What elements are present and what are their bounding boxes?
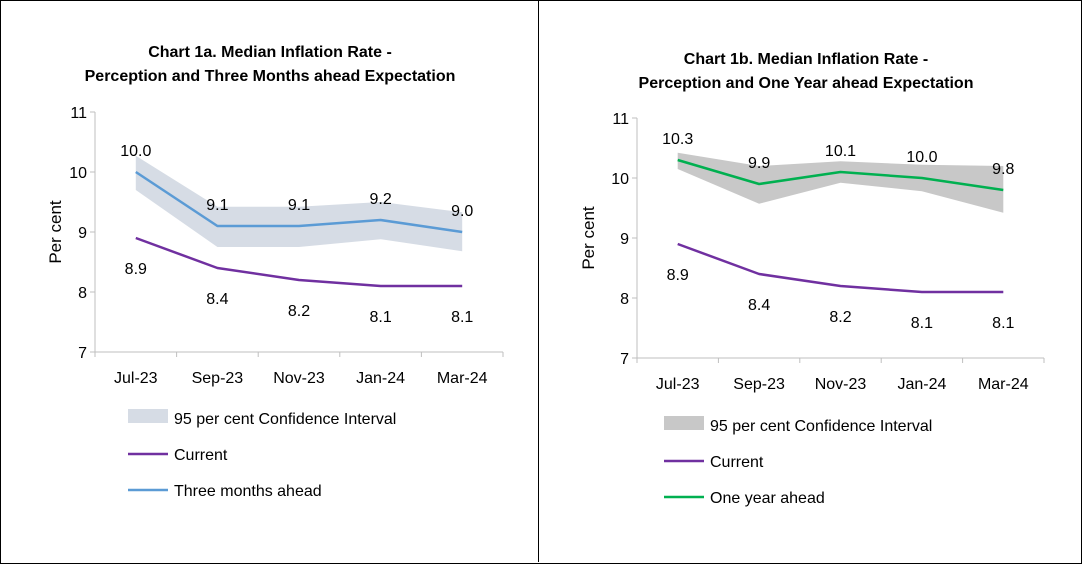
chart-1b-legend-label: One year ahead [710, 490, 825, 507]
chart-1b-x-tick-label: Nov-23 [815, 376, 867, 393]
chart-1b-x-tick-label: Jan-24 [897, 376, 946, 393]
chart-1b-data-label: 8.1 [992, 315, 1014, 332]
chart-1a-data-label: 10.0 [120, 143, 151, 160]
chart-1a-confidence-band [135, 155, 463, 252]
chart-1a-data-label: 8.1 [451, 309, 473, 326]
chart-1b-y-tick-label: 7 [620, 351, 629, 368]
chart-1a-y-tick-label: 7 [78, 345, 87, 362]
chart-1a-subtitle: Perception and Three Months ahead Expect… [85, 68, 456, 85]
chart-1b-data-label: 8.2 [829, 309, 851, 326]
chart-1b-series-line-current [677, 242, 1004, 294]
chart-1b-confidence-band [677, 152, 1004, 213]
chart-1a-title: Chart 1a. Median Inflation Rate - [148, 44, 392, 61]
chart-1a-y-tick-label: 11 [70, 105, 87, 122]
chart-1b-data-label: 10.1 [825, 143, 856, 160]
chart-1b-x-tick-label: Sep-23 [733, 376, 785, 393]
chart-1b-y-tick-label: 9 [620, 231, 629, 248]
chart-1a-legend-band-label: 95 per cent Confidence Interval [174, 411, 396, 428]
chart-1b-data-label: 8.4 [748, 297, 770, 314]
chart-1a-data-label: 9.1 [206, 197, 228, 214]
chart-1a-data-label: 8.1 [369, 309, 391, 326]
chart-1a-data-label: 8.4 [206, 291, 228, 308]
chart-1b-data-label: 9.8 [992, 161, 1014, 178]
chart-1b-x-tick-label: Mar-24 [978, 376, 1029, 393]
chart-1b-data-label: 10.3 [662, 131, 693, 148]
chart-1a-data-label: 9.0 [451, 203, 473, 220]
chart-1a-legend-label: Current [174, 447, 228, 464]
chart-1b-legend-label: Current [710, 454, 764, 471]
chart-1a-x-tick-label: Jul-23 [114, 370, 158, 387]
chart-1b-legend-band-swatch [664, 416, 704, 430]
chart-1b-data-label: 9.9 [748, 155, 770, 172]
chart-1b-data-label: 8.1 [911, 315, 933, 332]
chart-1a-data-label: 9.1 [288, 197, 310, 214]
chart-1a-x-tick-label: Nov-23 [273, 370, 325, 387]
chart-1b-y-tick-label: 8 [620, 291, 629, 308]
chart-1a-y-tick-label: 10 [69, 165, 87, 182]
chart-1a-data-label: 8.2 [288, 303, 310, 320]
chart-1b-y-tick-label: 10 [611, 171, 629, 188]
chart-1b-legend-band-label: 95 per cent Confidence Interval [710, 418, 932, 435]
chart-1b-subtitle: Perception and One Year ahead Expectatio… [639, 75, 974, 92]
chart-1b-y-axis-label: Per cent [579, 206, 598, 270]
chart-1a-series-line-expectation [135, 170, 463, 234]
chart-1a-y-tick-label: 9 [78, 225, 87, 242]
chart-1b-series-line-expectation [677, 158, 1004, 192]
chart-1a-x-tick-label: Sep-23 [192, 370, 244, 387]
chart-1b-title: Chart 1b. Median Inflation Rate - [684, 51, 928, 68]
chart-1a-legend-band-swatch [128, 409, 168, 423]
chart-1a-legend-label: Three months ahead [174, 483, 322, 500]
chart-1a-x-tick-label: Mar-24 [437, 370, 488, 387]
chart-1a-x-tick-label: Jan-24 [356, 370, 405, 387]
chart-1a-y-tick-label: 8 [78, 285, 87, 302]
chart-1a-data-label: 9.2 [369, 191, 391, 208]
chart-1a-data-label: 8.9 [125, 261, 147, 278]
chart-1b-x-tick-label: Jul-23 [656, 376, 700, 393]
panel-divider [538, 0, 539, 562]
chart-1b-data-label: 8.9 [667, 267, 689, 284]
chart-1b-data-label: 10.0 [906, 149, 937, 166]
chart-1a-series-line-current [135, 236, 463, 288]
chart-1b-y-tick-label: 11 [612, 111, 629, 128]
chart-1a-y-axis-label: Per cent [46, 200, 65, 264]
